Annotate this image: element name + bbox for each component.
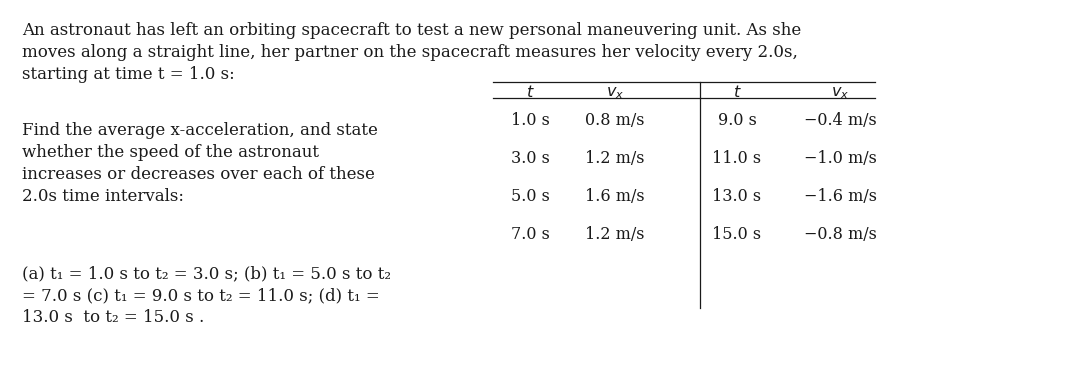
- Text: 1.0 s: 1.0 s: [511, 112, 550, 129]
- Text: −0.8 m/s: −0.8 m/s: [804, 226, 877, 243]
- Text: Find the average x-acceleration, and state: Find the average x-acceleration, and sta…: [22, 122, 378, 139]
- Text: 2.0s time intervals:: 2.0s time intervals:: [22, 188, 184, 205]
- Text: 11.0 s: 11.0 s: [713, 150, 761, 167]
- Text: whether the speed of the astronaut: whether the speed of the astronaut: [22, 144, 319, 161]
- Text: moves along a straight line, her partner on the spacecraft measures her velocity: moves along a straight line, her partner…: [22, 44, 798, 61]
- Text: 1.2 m/s: 1.2 m/s: [585, 150, 645, 167]
- Text: $v_x$: $v_x$: [831, 84, 849, 101]
- Text: −1.6 m/s: −1.6 m/s: [804, 188, 877, 205]
- Text: An astronaut has left an orbiting spacecraft to test a new personal maneuvering : An astronaut has left an orbiting spacec…: [22, 22, 801, 39]
- Text: 9.0 s: 9.0 s: [717, 112, 756, 129]
- Text: 13.0 s  to t₂ = 15.0 s .: 13.0 s to t₂ = 15.0 s .: [22, 309, 204, 326]
- Text: 5.0 s: 5.0 s: [511, 188, 550, 205]
- Text: (a) t₁ = 1.0 s to t₂ = 3.0 s; (b) t₁ = 5.0 s to t₂: (a) t₁ = 1.0 s to t₂ = 3.0 s; (b) t₁ = 5…: [22, 265, 391, 282]
- Text: starting at time t = 1.0 s:: starting at time t = 1.0 s:: [22, 66, 234, 83]
- Text: 0.8 m/s: 0.8 m/s: [585, 112, 645, 129]
- Text: −1.0 m/s: −1.0 m/s: [804, 150, 877, 167]
- Text: $v_x$: $v_x$: [606, 84, 624, 101]
- Text: 1.2 m/s: 1.2 m/s: [585, 226, 645, 243]
- Text: = 7.0 s (c) t₁ = 9.0 s to t₂ = 11.0 s; (d) t₁ =: = 7.0 s (c) t₁ = 9.0 s to t₂ = 11.0 s; (…: [22, 287, 380, 304]
- Text: 7.0 s: 7.0 s: [511, 226, 550, 243]
- Text: 3.0 s: 3.0 s: [511, 150, 550, 167]
- Text: $t$: $t$: [732, 84, 741, 101]
- Text: 1.6 m/s: 1.6 m/s: [585, 188, 645, 205]
- Text: −0.4 m/s: −0.4 m/s: [804, 112, 876, 129]
- Text: $t$: $t$: [526, 84, 535, 101]
- Text: increases or decreases over each of these: increases or decreases over each of thes…: [22, 166, 375, 183]
- Text: 15.0 s: 15.0 s: [713, 226, 761, 243]
- Text: 13.0 s: 13.0 s: [713, 188, 761, 205]
